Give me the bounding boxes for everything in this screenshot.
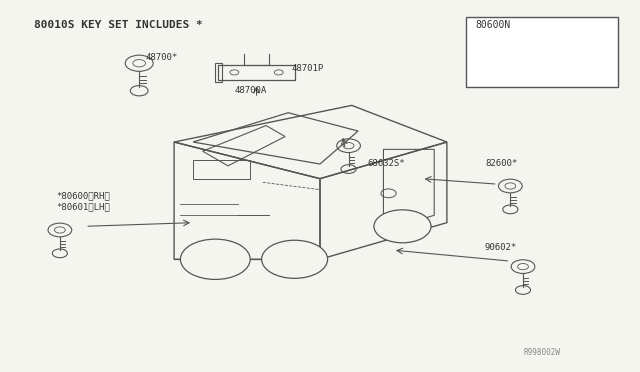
Text: *80601〈LH〉: *80601〈LH〉	[57, 203, 111, 212]
Text: 82600*: 82600*	[485, 159, 517, 168]
Text: 80010S KEY SET INCLUDES *: 80010S KEY SET INCLUDES *	[35, 20, 204, 31]
Text: *80600〈RH〉: *80600〈RH〉	[57, 192, 111, 201]
Circle shape	[180, 239, 250, 279]
Text: 48700A: 48700A	[234, 86, 267, 94]
Circle shape	[262, 240, 328, 278]
Bar	[215, 63, 221, 81]
Text: 48701P: 48701P	[291, 64, 324, 73]
Text: R998002W: R998002W	[523, 347, 560, 357]
Text: 80600N: 80600N	[476, 20, 511, 31]
Bar	[218, 65, 294, 80]
Circle shape	[506, 55, 515, 59]
Circle shape	[374, 210, 431, 243]
Text: 48700*: 48700*	[145, 52, 178, 62]
Bar	[466, 17, 618, 87]
Text: 68632S*: 68632S*	[367, 159, 405, 168]
Text: 90602*: 90602*	[485, 243, 517, 252]
